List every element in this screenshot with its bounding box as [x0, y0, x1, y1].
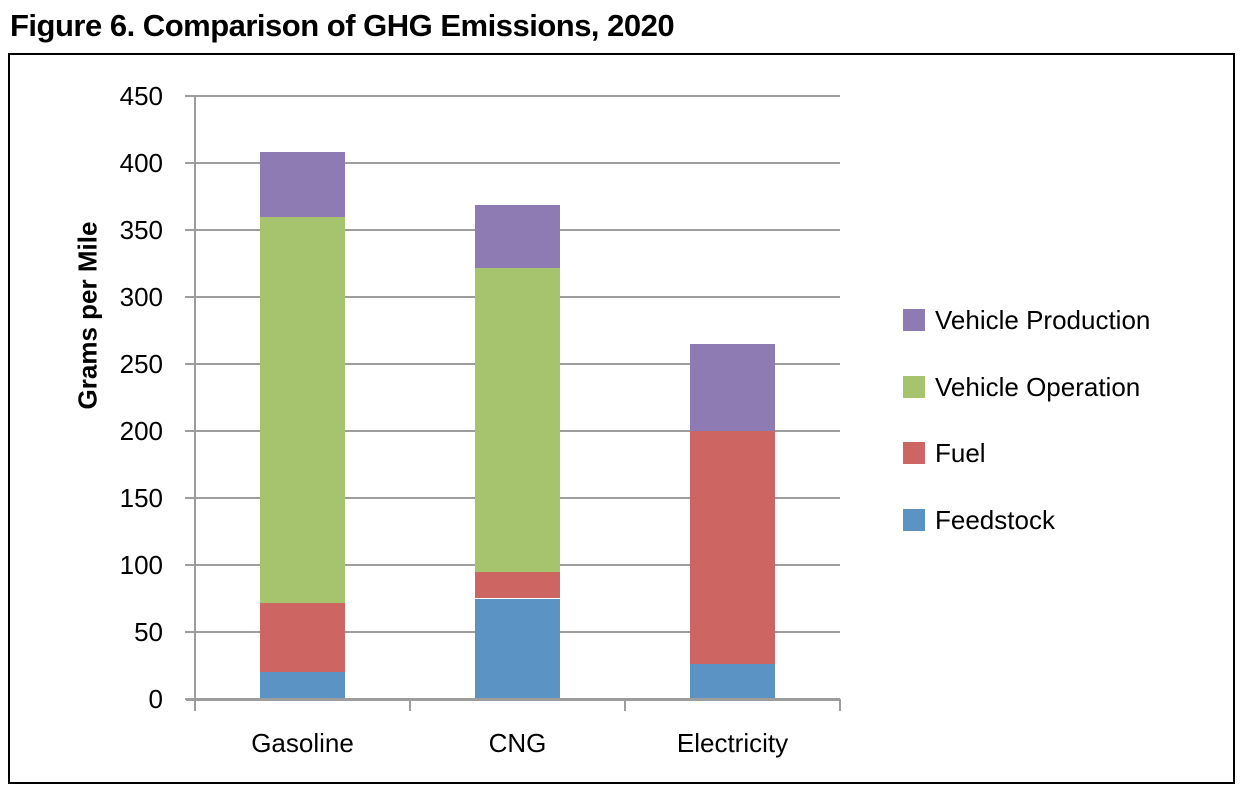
x-tick-mark-2	[624, 699, 626, 711]
bar-segment-electricity-fuel	[690, 431, 775, 665]
bar-segment-electricity-vehicle-production	[690, 343, 775, 431]
y-tick-label-0: 0	[148, 684, 163, 714]
y-tick-mark-350	[185, 229, 196, 231]
legend-swatch-feedstock	[903, 509, 925, 531]
legend-item-vehicle-production: Vehicle Production	[903, 307, 1150, 333]
y-tick-mark-300	[185, 296, 196, 298]
y-tick-label-250: 250	[119, 349, 163, 379]
legend-label: Vehicle Production	[935, 305, 1151, 335]
x-tick-mark-1	[409, 699, 411, 711]
y-tick-label-200: 200	[119, 416, 163, 446]
bar-segment-gasoline-feedstock	[260, 672, 345, 699]
chart-frame	[8, 53, 1235, 784]
y-tick-label-400: 400	[119, 148, 163, 178]
y-tick-mark-50	[185, 631, 196, 633]
bar-segment-gasoline-fuel	[260, 602, 345, 673]
x-category-label-cng: CNG	[488, 728, 547, 758]
legend-swatch-vehicle-operation	[903, 376, 925, 398]
y-axis-line	[194, 96, 196, 711]
y-tick-mark-150	[185, 497, 196, 499]
x-axis-line	[186, 698, 840, 701]
y-tick-label-450: 450	[119, 81, 163, 111]
bar-segment-cng-vehicle-operation	[475, 267, 560, 572]
legend-label: Vehicle Operation	[935, 372, 1141, 402]
y-tick-label-300: 300	[119, 282, 163, 312]
y-tick-mark-450	[185, 95, 196, 97]
legend-item-feedstock: Feedstock	[903, 507, 1055, 533]
bar-segment-cng-vehicle-production	[475, 204, 560, 268]
legend-swatch-fuel	[903, 442, 925, 464]
y-tick-mark-250	[185, 363, 196, 365]
y-tick-label-150: 150	[119, 483, 163, 513]
x-category-label-gasoline: Gasoline	[251, 728, 354, 758]
bar-segment-gasoline-vehicle-operation	[260, 216, 345, 603]
y-tick-label-50: 50	[134, 617, 163, 647]
y-tick-mark-200	[185, 430, 196, 432]
figure-title: Figure 6. Comparison of GHG Emissions, 2…	[10, 8, 675, 43]
x-category-label-electricity: Electricity	[676, 728, 789, 758]
y-axis-title: Grams per Mile	[72, 221, 103, 410]
legend-item-fuel: Fuel	[903, 440, 986, 466]
legend-label: Feedstock	[935, 505, 1055, 535]
gridline-400	[195, 162, 840, 164]
y-tick-label-100: 100	[119, 550, 163, 580]
bar-segment-electricity-feedstock	[690, 664, 775, 699]
legend-label: Fuel	[935, 438, 986, 468]
gridline-450	[195, 95, 840, 97]
bar-segment-gasoline-vehicle-production	[260, 152, 345, 217]
legend-swatch-vehicle-production	[903, 309, 925, 331]
bar-segment-cng-feedstock	[475, 598, 560, 699]
y-tick-mark-100	[185, 564, 196, 566]
legend-item-vehicle-operation: Vehicle Operation	[903, 374, 1140, 400]
bar-segment-cng-fuel	[475, 571, 560, 599]
y-tick-mark-400	[185, 162, 196, 164]
y-tick-label-350: 350	[119, 215, 163, 245]
x-tick-mark-3	[839, 699, 841, 711]
